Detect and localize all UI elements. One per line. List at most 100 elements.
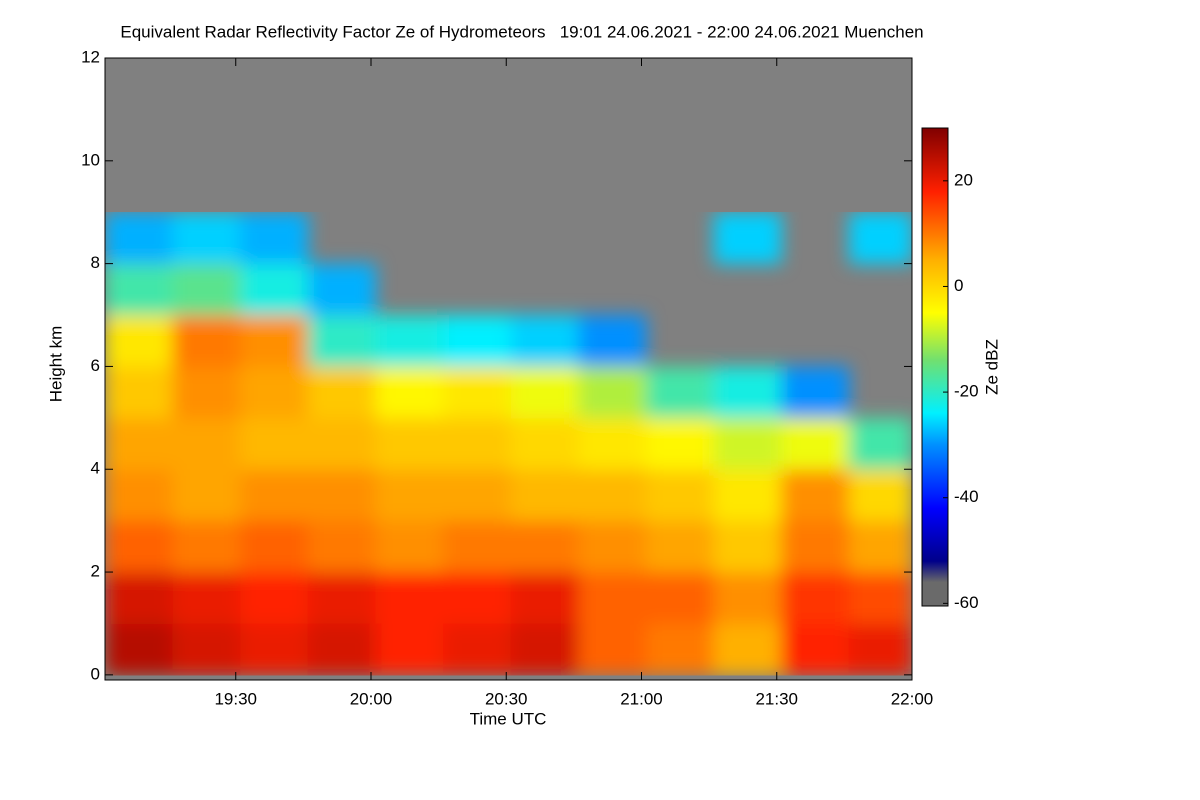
heatmap-cell (646, 623, 715, 676)
heatmap-cell (172, 469, 241, 522)
heatmap-cell (307, 417, 377, 470)
y-tick-label: 10 (81, 150, 100, 169)
heatmap-cell (510, 572, 579, 624)
heatmap-cell (848, 623, 912, 676)
heatmap-cell (510, 417, 579, 470)
heatmap-cell (510, 315, 579, 367)
y-tick-label: 4 (91, 459, 100, 478)
heatmap-cell (172, 212, 241, 265)
heatmap-cell (172, 366, 241, 419)
heatmap-cell (781, 572, 850, 624)
heatmap-cell (105, 520, 174, 573)
heatmap-cell (375, 572, 444, 624)
heatmap-cell (375, 623, 444, 676)
heatmap-cell (578, 417, 647, 470)
heatmap-cell (713, 366, 782, 419)
heatmap-cell (105, 263, 174, 316)
heatmap-cell (172, 572, 241, 624)
x-axis-label: Time UTC (470, 709, 547, 728)
heatmap-cell (172, 263, 241, 316)
heatmap-cell (240, 212, 309, 265)
heatmap-cell (510, 469, 579, 522)
heatmap-cell (307, 366, 377, 419)
heatmap-cell (443, 417, 512, 470)
heatmap-cell (781, 623, 850, 676)
x-tick-label: 20:00 (350, 689, 393, 708)
heatmap-cell (105, 315, 174, 367)
heatmap-cell (578, 366, 647, 419)
heatmap-cell (240, 263, 309, 316)
heatmap-cell (375, 469, 444, 522)
axes: 0 2 4 6 8 10 12 19:30 20:00 20:30 21:00 21:30 22:00 2… (81, 47, 979, 708)
x-tick-label: 22:00 (891, 689, 934, 708)
heatmap-cell (848, 520, 912, 573)
colorbar-tick-label: 0 (954, 276, 963, 295)
y-tick-label: 6 (91, 356, 100, 375)
heatmap-cell (510, 366, 579, 419)
heatmap-cell (105, 212, 174, 265)
heatmap-cell (443, 623, 512, 676)
heatmap-cell (375, 315, 444, 367)
colorbar-tick-label: -20 (954, 382, 979, 401)
heatmap-cell (713, 623, 782, 676)
heatmap-cell (240, 623, 309, 676)
heatmap-cell (646, 520, 715, 573)
heatmap-cell (307, 315, 377, 367)
heatmap-cell (240, 572, 309, 624)
heatmap-cell (172, 315, 241, 367)
colorbar-label: Ze dBZ (982, 339, 1001, 395)
x-tick-label: 21:00 (620, 689, 663, 708)
heatmap-cell (172, 623, 241, 676)
y-tick-label: 8 (91, 253, 100, 272)
colorbar (921, 127, 949, 607)
plot-frame (104, 57, 913, 681)
heatmap-cell (307, 263, 377, 316)
heatmap-cell (578, 469, 647, 522)
heatmap-cells (105, 212, 912, 676)
heatmap-cell (375, 520, 444, 573)
colorbar-tick-label: -40 (954, 487, 979, 506)
heatmap-cell (307, 469, 377, 522)
x-tick-label: 20:30 (485, 689, 528, 708)
x-tick-label: 19:30 (214, 689, 257, 708)
heatmap-cell (578, 520, 647, 573)
heatmap-cell (307, 520, 377, 573)
heatmap-cell (375, 366, 444, 419)
heatmap-cell (307, 623, 377, 676)
chart-title: Equivalent Radar Reflectivity Factor Ze … (120, 22, 923, 41)
colorbar-tick-label: -60 (954, 593, 979, 612)
heatmap-cell (510, 520, 579, 573)
heatmap-cell (713, 212, 782, 265)
heatmap-cell (105, 417, 174, 470)
x-tick-label: 21:30 (755, 689, 798, 708)
heatmap-cell (443, 572, 512, 624)
heatmap-cell (713, 520, 782, 573)
heatmap-cell (443, 520, 512, 573)
heatmap-cell (578, 623, 647, 676)
heatmap-cell (848, 469, 912, 522)
heatmap-cell (848, 212, 912, 265)
heatmap-cell (105, 572, 174, 624)
heatmap-cell (646, 572, 715, 624)
heatmap-cell (713, 572, 782, 624)
heatmap-cell (105, 366, 174, 419)
heatmap-cell (781, 469, 850, 522)
y-tick-label: 2 (91, 562, 100, 581)
heatmap-cell (578, 315, 647, 367)
heatmap-cell (172, 520, 241, 573)
y-axis-label: Height km (46, 326, 65, 403)
y-tick-label: 12 (81, 47, 100, 66)
heatmap-cell (781, 366, 850, 419)
heatmap-cell (848, 417, 912, 470)
heatmap-cell (646, 366, 715, 419)
heatmap-cell (375, 417, 444, 470)
heatmap-cell (105, 623, 174, 676)
heatmap-cell (781, 520, 850, 573)
colorbar-tick-label: 20 (954, 170, 973, 189)
heatmap-cell (240, 315, 309, 367)
heatmap-cell (713, 469, 782, 522)
heatmap-cell (578, 572, 647, 624)
heatmap-cell (443, 315, 512, 367)
heatmap-cell (510, 623, 579, 676)
